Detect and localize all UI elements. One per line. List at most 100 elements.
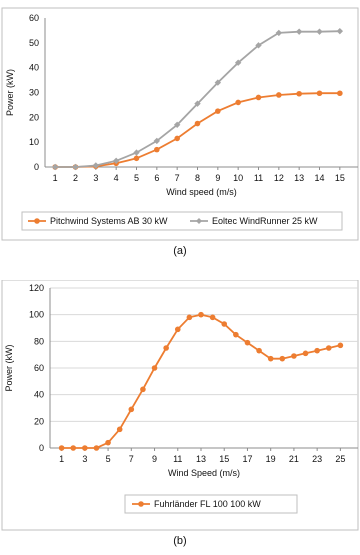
chart-1-series-0-point bbox=[325, 345, 332, 351]
chart-1-series-0-point bbox=[82, 445, 88, 451]
chart-1-series-0-point bbox=[140, 386, 146, 393]
chart-1-series-0-point bbox=[70, 445, 77, 451]
chart-1-series-0-point bbox=[256, 347, 262, 354]
chart-0-xtick-label: 10 bbox=[233, 173, 243, 183]
chart-0-legend-swatch-marker bbox=[34, 218, 40, 224]
chart-a: 0 10 20 30 40 50 60 1 2 3 4 5 6 7 8 9 10 11 12 13 14 15 Wind s… bbox=[0, 0, 360, 245]
chart-0-series-0-point bbox=[154, 146, 160, 153]
chart-1-ytick-label: 20 bbox=[34, 416, 44, 426]
chart-1-xtick-label: 11 bbox=[173, 454, 182, 464]
chart-0-xtick-label: 8 bbox=[195, 173, 200, 183]
chart-1-series-0-point bbox=[58, 445, 65, 451]
chart-1-xtick-label: 3 bbox=[82, 454, 87, 464]
chart-0-xtick-label: 6 bbox=[154, 173, 159, 183]
chart-0-series-0-point bbox=[316, 90, 323, 97]
chart-1-xtick-label: 25 bbox=[335, 454, 345, 464]
chart-b: 0 20 40 60 80 100 120 1 3 5 7 9 11 13 15 17 19 21 23 25 Wind… bbox=[0, 280, 360, 555]
chart-1-xtick-label: 1 bbox=[59, 454, 64, 464]
chart-1-xtick-label: 13 bbox=[196, 454, 206, 464]
chart-0-series-0-point bbox=[235, 99, 241, 106]
chart-1-series-0-point bbox=[291, 353, 297, 359]
chart-0-series-0-point bbox=[296, 90, 302, 97]
chart-1-series-0-point bbox=[116, 426, 123, 433]
chart-0-xtick-label: 5 bbox=[134, 173, 139, 183]
chart-0-ytick-label: 0 bbox=[34, 162, 39, 172]
chart-0-series-1-point bbox=[112, 157, 120, 164]
chart-0-series-0-point bbox=[276, 92, 282, 98]
chart-1-series-0-point bbox=[209, 314, 216, 321]
chart-1-xtick-label: 23 bbox=[312, 454, 322, 464]
chart-1-ytick-label: 100 bbox=[29, 310, 44, 320]
chart-0-legend-swatch-marker bbox=[196, 218, 202, 224]
chart-0-series-0-point bbox=[337, 90, 343, 97]
chart-1-xtick-label: 7 bbox=[129, 454, 134, 464]
chart-1-series-0-point bbox=[93, 445, 100, 451]
chart-0-series-1-point bbox=[92, 162, 100, 169]
chart-1-xtick-label: 21 bbox=[289, 454, 299, 464]
chart-0-xtick-label: 11 bbox=[254, 173, 263, 183]
chart-0-series-1-point bbox=[133, 149, 140, 156]
chart-0-series-0-point bbox=[215, 108, 221, 114]
chart-1-series-0-point bbox=[163, 345, 169, 351]
chart-1-series-0-point bbox=[314, 347, 320, 354]
chart-1-series-0-point bbox=[279, 355, 286, 362]
chart-0-series-1-point bbox=[295, 28, 303, 35]
chart-0-xtick-label: 3 bbox=[93, 173, 98, 183]
chart-0-xtick-label: 1 bbox=[53, 173, 58, 183]
chart-1-series-0-point bbox=[337, 342, 344, 349]
chart-0-ytick-label: 20 bbox=[29, 112, 39, 122]
chart-1-series-0-point bbox=[244, 339, 251, 346]
chart-1-legend-box bbox=[124, 494, 298, 514]
chart-0-series-0-point bbox=[255, 94, 262, 101]
chart-0-y-axis-label: Power (kW) bbox=[5, 69, 15, 116]
chart-1-ytick-label: 60 bbox=[34, 363, 44, 373]
chart-0-xtick-label: 2 bbox=[73, 173, 78, 183]
chart-1-series-0-line bbox=[61, 313, 341, 449]
chart-1-series-0-point bbox=[267, 355, 274, 362]
chart-0-xtick-label: 14 bbox=[314, 173, 324, 183]
chart-1-series-0-point bbox=[302, 350, 309, 357]
chart-1-ytick-label: 40 bbox=[34, 390, 44, 400]
chart-0-series-1-point bbox=[316, 28, 323, 35]
chart-0-xtick-label: 15 bbox=[335, 173, 345, 183]
chart-1-x-axis-label: Wind Speed (m/s) bbox=[168, 468, 240, 478]
chart-0-frame bbox=[1, 7, 359, 241]
chart-1-series-0-point bbox=[186, 314, 193, 321]
chart-0-ytick-label: 30 bbox=[29, 88, 39, 98]
chart-1-y-axis-label: Power (kW) bbox=[4, 344, 14, 391]
chart-0-series-1-point bbox=[173, 121, 181, 128]
chart-1-legend-label-0: Fuhrländer FL 100 100 kW bbox=[154, 499, 261, 509]
chart-1-xtick-label: 5 bbox=[106, 454, 111, 464]
chart-1-series-0-point bbox=[128, 406, 135, 413]
chart-b-caption: (b) bbox=[173, 535, 187, 547]
chart-0-series-1-point bbox=[153, 137, 161, 145]
chart-a-caption: (a) bbox=[173, 245, 187, 257]
chart-1-xtick-label: 17 bbox=[242, 454, 252, 464]
chart-1-ytick-label: 0 bbox=[39, 443, 44, 453]
chart-0-series-0-point bbox=[194, 120, 201, 127]
chart-0-series-1-point bbox=[72, 163, 79, 171]
chart-0-ytick-label: 40 bbox=[29, 63, 39, 73]
chart-0-series-0-point bbox=[174, 135, 180, 142]
chart-0-xtick-label: 4 bbox=[114, 173, 119, 183]
chart-1-ytick-label: 120 bbox=[29, 283, 44, 293]
chart-0-legend-label-1: Eoltec WindRunner 25 kW bbox=[212, 216, 318, 226]
chart-1-xtick-label: 9 bbox=[152, 454, 157, 464]
chart-0-series-1-point bbox=[275, 29, 283, 37]
chart-1-frame bbox=[1, 280, 359, 531]
chart-0-series-1-point bbox=[214, 79, 222, 86]
chart-1-series-0-point bbox=[174, 326, 181, 333]
chart-0-series-1-point bbox=[51, 163, 59, 171]
chart-1-xtick-label: 15 bbox=[219, 454, 229, 464]
chart-0-series-1-point bbox=[336, 27, 344, 35]
chart-0-x-axis-label: Wind speed (m/s) bbox=[166, 187, 237, 197]
chart-0-ytick-label: 60 bbox=[29, 13, 39, 23]
chart-0-series-1-line bbox=[55, 30, 340, 168]
chart-1-ytick-label: 80 bbox=[34, 336, 44, 346]
chart-1-series-0-point bbox=[151, 365, 158, 371]
chart-0-ytick-label: 50 bbox=[29, 38, 39, 48]
chart-1-xtick-label: 19 bbox=[266, 454, 276, 464]
chart-0-xtick-label: 7 bbox=[175, 173, 180, 183]
chart-0-legend-box bbox=[21, 211, 343, 231]
